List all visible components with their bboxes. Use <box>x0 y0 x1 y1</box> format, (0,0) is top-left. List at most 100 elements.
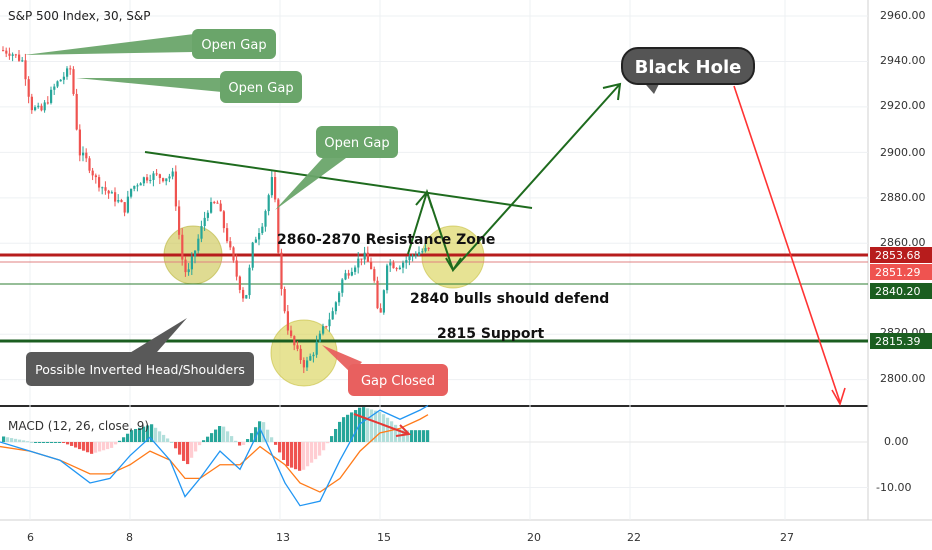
candle-body <box>158 174 161 179</box>
candle-body <box>398 267 401 270</box>
macd-bar <box>138 427 142 442</box>
macd-bar <box>302 442 306 470</box>
macd-bar <box>418 430 422 442</box>
candle-body <box>309 356 312 361</box>
candle-body <box>408 256 411 261</box>
head-shoulders-label: Possible Inverted Head/Shoulders <box>35 362 245 377</box>
candle-body <box>373 269 376 281</box>
macd-bar <box>106 442 110 450</box>
candle-body <box>405 260 408 263</box>
price-tick: 2940.00 <box>880 54 926 67</box>
macd-bar <box>382 414 386 442</box>
candle-body <box>101 187 104 189</box>
open-gap-2-callout[interactable]: Open Gap <box>220 71 302 103</box>
candle-body <box>107 190 110 194</box>
macd-bar <box>230 436 234 442</box>
badge-support-label: 2815.39 <box>875 335 921 348</box>
macd-bar <box>270 437 274 442</box>
candle-body <box>424 247 427 252</box>
candle-body <box>133 185 136 189</box>
macd-lines <box>0 405 429 507</box>
candle-body <box>34 107 37 111</box>
macd-bar <box>350 412 354 442</box>
macd-bar <box>74 442 78 448</box>
candle-body <box>2 50 5 52</box>
candle-body <box>120 200 123 203</box>
macd-bar <box>122 437 126 442</box>
macd-bar <box>194 442 198 452</box>
macd-bar <box>22 440 26 442</box>
candle-body <box>213 202 216 204</box>
macd-bar <box>386 417 390 442</box>
descending-trendline <box>144 151 533 209</box>
macd-bar <box>38 442 42 443</box>
candle-body <box>53 86 56 90</box>
macd-bar <box>134 428 138 442</box>
candle-body <box>254 239 257 243</box>
crash-arrow-line <box>733 85 841 403</box>
macd-bar <box>118 440 122 442</box>
head-shoulders-callout[interactable]: Possible Inverted Head/Shoulders <box>26 352 254 386</box>
candle-body <box>238 276 241 290</box>
black-hole-callout[interactable]: Black Hole <box>621 47 755 85</box>
macd-bar <box>422 430 426 442</box>
price-axis: 2960.00 2940.00 2920.00 2900.00 2880.00 … <box>880 9 926 385</box>
candle-body <box>251 242 254 268</box>
candle-body <box>162 178 165 182</box>
black-hole-label: Black Hole <box>635 57 742 78</box>
candle-body <box>283 288 286 312</box>
candle-body <box>149 179 152 181</box>
open-gap-2-pointer <box>76 78 222 92</box>
candle-body <box>325 326 328 328</box>
macd-bar <box>70 442 74 446</box>
candle-body <box>14 54 17 56</box>
crash-arrow <box>733 85 846 406</box>
macd-bar <box>410 430 414 442</box>
macd-bar <box>178 442 182 455</box>
arrowhead-up <box>415 189 433 209</box>
price-candles <box>2 46 430 374</box>
macd-bar <box>354 410 358 442</box>
candle-body <box>395 268 398 270</box>
candle-body <box>91 170 94 176</box>
candle-body <box>72 69 75 94</box>
candle-body <box>123 202 126 213</box>
open-gap-3-callout[interactable]: Open Gap <box>316 126 398 158</box>
macd-bar <box>402 430 406 442</box>
badge-defend-label: 2840.20 <box>875 285 921 298</box>
gap-closed-callout[interactable]: Gap Closed <box>348 364 448 396</box>
candle-body <box>18 54 21 61</box>
candle-body <box>347 273 350 276</box>
candle-body <box>46 102 49 104</box>
candle-body <box>130 188 133 197</box>
candle-body <box>168 176 171 179</box>
macd-bar <box>110 442 114 448</box>
macd-bar <box>250 433 254 442</box>
candle-body <box>328 319 331 327</box>
macd-bar <box>130 430 134 442</box>
candle-body <box>190 256 193 270</box>
candle-body <box>331 311 334 320</box>
price-tick: 2900.00 <box>880 146 926 159</box>
candle-body <box>318 333 321 342</box>
gap-closed-label: Gap Closed <box>361 374 435 389</box>
macd-bar <box>182 442 186 461</box>
candle-body <box>360 258 363 260</box>
open-gap-2-box <box>220 71 302 103</box>
macd-bar <box>166 438 170 442</box>
open-gap-1-callout[interactable]: Open Gap <box>192 29 276 59</box>
candle-body <box>312 354 315 357</box>
candle-body <box>197 238 200 251</box>
candle-body <box>56 81 59 87</box>
candle-body <box>389 262 392 266</box>
open-gap-3-box <box>316 126 398 158</box>
macd-bar <box>42 442 46 443</box>
price-tick: 2920.00 <box>880 99 926 112</box>
candle-body <box>37 105 40 108</box>
candle-body <box>229 241 232 248</box>
hs-pointer <box>128 318 187 360</box>
candle-body <box>136 185 139 187</box>
projection-path <box>407 82 622 272</box>
price-tick: 2960.00 <box>880 9 926 22</box>
